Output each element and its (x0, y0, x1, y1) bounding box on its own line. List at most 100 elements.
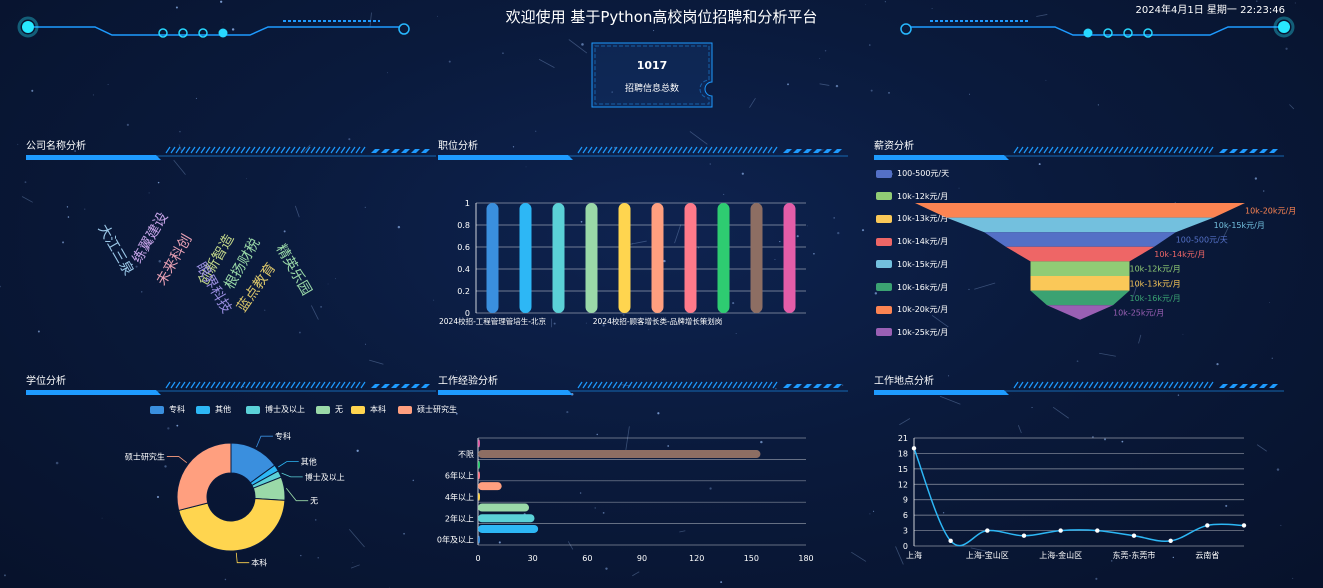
salary-funnel-label: 10k-12k元/月 (1130, 265, 1181, 274)
degree-legend-item[interactable]: 博士及以上 (246, 404, 305, 415)
panel-bar-hatch (1043, 381, 1049, 389)
star-dot (264, 309, 266, 311)
degree-legend-item[interactable]: 本科 (351, 404, 386, 415)
salary-legend-label: 10k-20k元/月 (897, 305, 949, 315)
panel-bar-hatch (712, 146, 718, 154)
star-dot (84, 208, 86, 210)
degree-legend-label: 博士及以上 (265, 405, 305, 414)
panel-bar-hatch (672, 381, 678, 389)
panel-bar-hatch (295, 146, 301, 154)
star-dot (525, 166, 527, 168)
star-line (632, 571, 640, 577)
star-dot (842, 384, 844, 386)
panel-bar-chevron (783, 384, 792, 388)
star-dot (167, 427, 170, 430)
panel-bar-hatch (622, 381, 628, 389)
location-ytick-label: 6 (903, 511, 908, 520)
degree-legend-item[interactable]: 无 (316, 404, 343, 415)
salary-legend-item[interactable]: 10k-20k元/月 (876, 304, 948, 315)
panel-bar-hatch (582, 381, 588, 389)
panel-bar-hatch (1118, 381, 1124, 389)
salary-funnel-segment (1030, 290, 1130, 306)
star-dot (455, 412, 458, 415)
panel-bar-hatch (1048, 146, 1054, 154)
experience-bar (478, 439, 480, 448)
star-dot (969, 93, 970, 95)
salary-legend-item[interactable]: 10k-13k元/月 (876, 213, 948, 224)
star-dot (968, 288, 970, 290)
panel-title-bar (438, 381, 848, 395)
salary-legend-item[interactable]: 10k-15k元/月 (876, 259, 948, 270)
panel-bar-hatch (340, 381, 346, 389)
degree-legend-item[interactable]: 专科 (150, 404, 185, 415)
star-dot (1104, 438, 1107, 441)
salary-funnel-label: 10k-25k元/月 (1113, 309, 1164, 318)
degree-legend-swatch (398, 405, 412, 414)
panel-bar-hatch (230, 146, 236, 154)
panel-bar-hatch (1028, 381, 1034, 389)
degree-legend-item[interactable]: 其他 (196, 404, 231, 415)
salary-legend-item[interactable]: 10k-25k元/月 (876, 327, 948, 338)
location-point (1205, 523, 1210, 528)
degree-label-line (256, 435, 273, 448)
panel-bar-chevron (421, 384, 430, 388)
panel-bar-hatch (587, 381, 593, 389)
salary-legend-item[interactable]: 10k-16k元/月 (876, 282, 948, 293)
experience-ytick-label: 4年以上 (445, 492, 474, 502)
salary-funnel-segment (984, 232, 1176, 247)
panel-bar-hatch (702, 146, 708, 154)
experience-xtick-label: 120 (689, 554, 704, 563)
star-dot (873, 510, 875, 512)
salary-funnel-label: 10k-16k元/月 (1130, 294, 1181, 303)
panel-bar-chevron (1259, 149, 1268, 153)
salary-funnel-segment (946, 217, 1214, 233)
position-bar (684, 203, 697, 313)
panel-title-bar (438, 146, 848, 160)
panel-bar-hatch (687, 381, 693, 389)
degree-legend-item[interactable]: 硕士研究生 (398, 404, 457, 415)
star-dot (1276, 468, 1280, 471)
panel-bar-hatch (240, 381, 246, 389)
experience-ytick-label: 6年以上 (445, 470, 474, 480)
panel-bar-chevron (813, 149, 822, 153)
star-dot (888, 92, 890, 94)
panel-bar-hatch (355, 146, 361, 154)
location-point (911, 446, 917, 451)
salary-legend-item[interactable]: 10k-12k元/月 (876, 191, 948, 202)
panel-bar-hatch (265, 381, 271, 389)
degree-label-line (285, 487, 309, 502)
panel-bar-hatch (712, 381, 718, 389)
panel-bar-hatch (772, 146, 778, 154)
degree-slice-label: 其他 (301, 457, 317, 467)
salary-legend-label: 10k-12k元/月 (897, 191, 949, 201)
panel-bar-hatch (245, 146, 251, 154)
salary-legend-item[interactable]: 100-500元/天 (876, 168, 949, 179)
total-count-value: 1017 (636, 59, 668, 72)
panel-bar-hatch (657, 146, 663, 154)
star-dot (298, 331, 301, 334)
star-dot (24, 181, 27, 184)
position-ytick-label: 0.8 (457, 221, 470, 230)
panel-bar-hatch (632, 381, 638, 389)
panel-bar-solid (26, 390, 161, 395)
panel-bar-solid (874, 390, 1009, 395)
star-dot (1271, 357, 1273, 359)
panel-bar-hatch (1113, 381, 1119, 389)
degree-legend: 专科 其他 博士及以上 无 本科 硕士研究生 (150, 404, 457, 418)
salary-funnel-label: 10k-13k元/月 (1130, 279, 1181, 288)
panel-bar-hatch (597, 146, 603, 154)
page-title: 欢迎使用 基于Python高校岗位招聘和分析平台 (505, 8, 818, 26)
star-line (369, 359, 384, 365)
panel-bar-hatch (215, 381, 221, 389)
degree-slice-label: 专科 (275, 431, 291, 441)
star-dot (648, 329, 650, 331)
panel-bar-hatch (170, 146, 176, 154)
star-dot (663, 259, 666, 263)
panel-bar-hatch (707, 146, 713, 154)
panel-bar-hatch (1028, 146, 1034, 154)
star-dot (585, 322, 587, 324)
salary-legend-item[interactable]: 10k-14k元/月 (876, 236, 948, 247)
panel-bar-hatch (752, 146, 758, 154)
panel-bar-hatch (180, 146, 186, 154)
